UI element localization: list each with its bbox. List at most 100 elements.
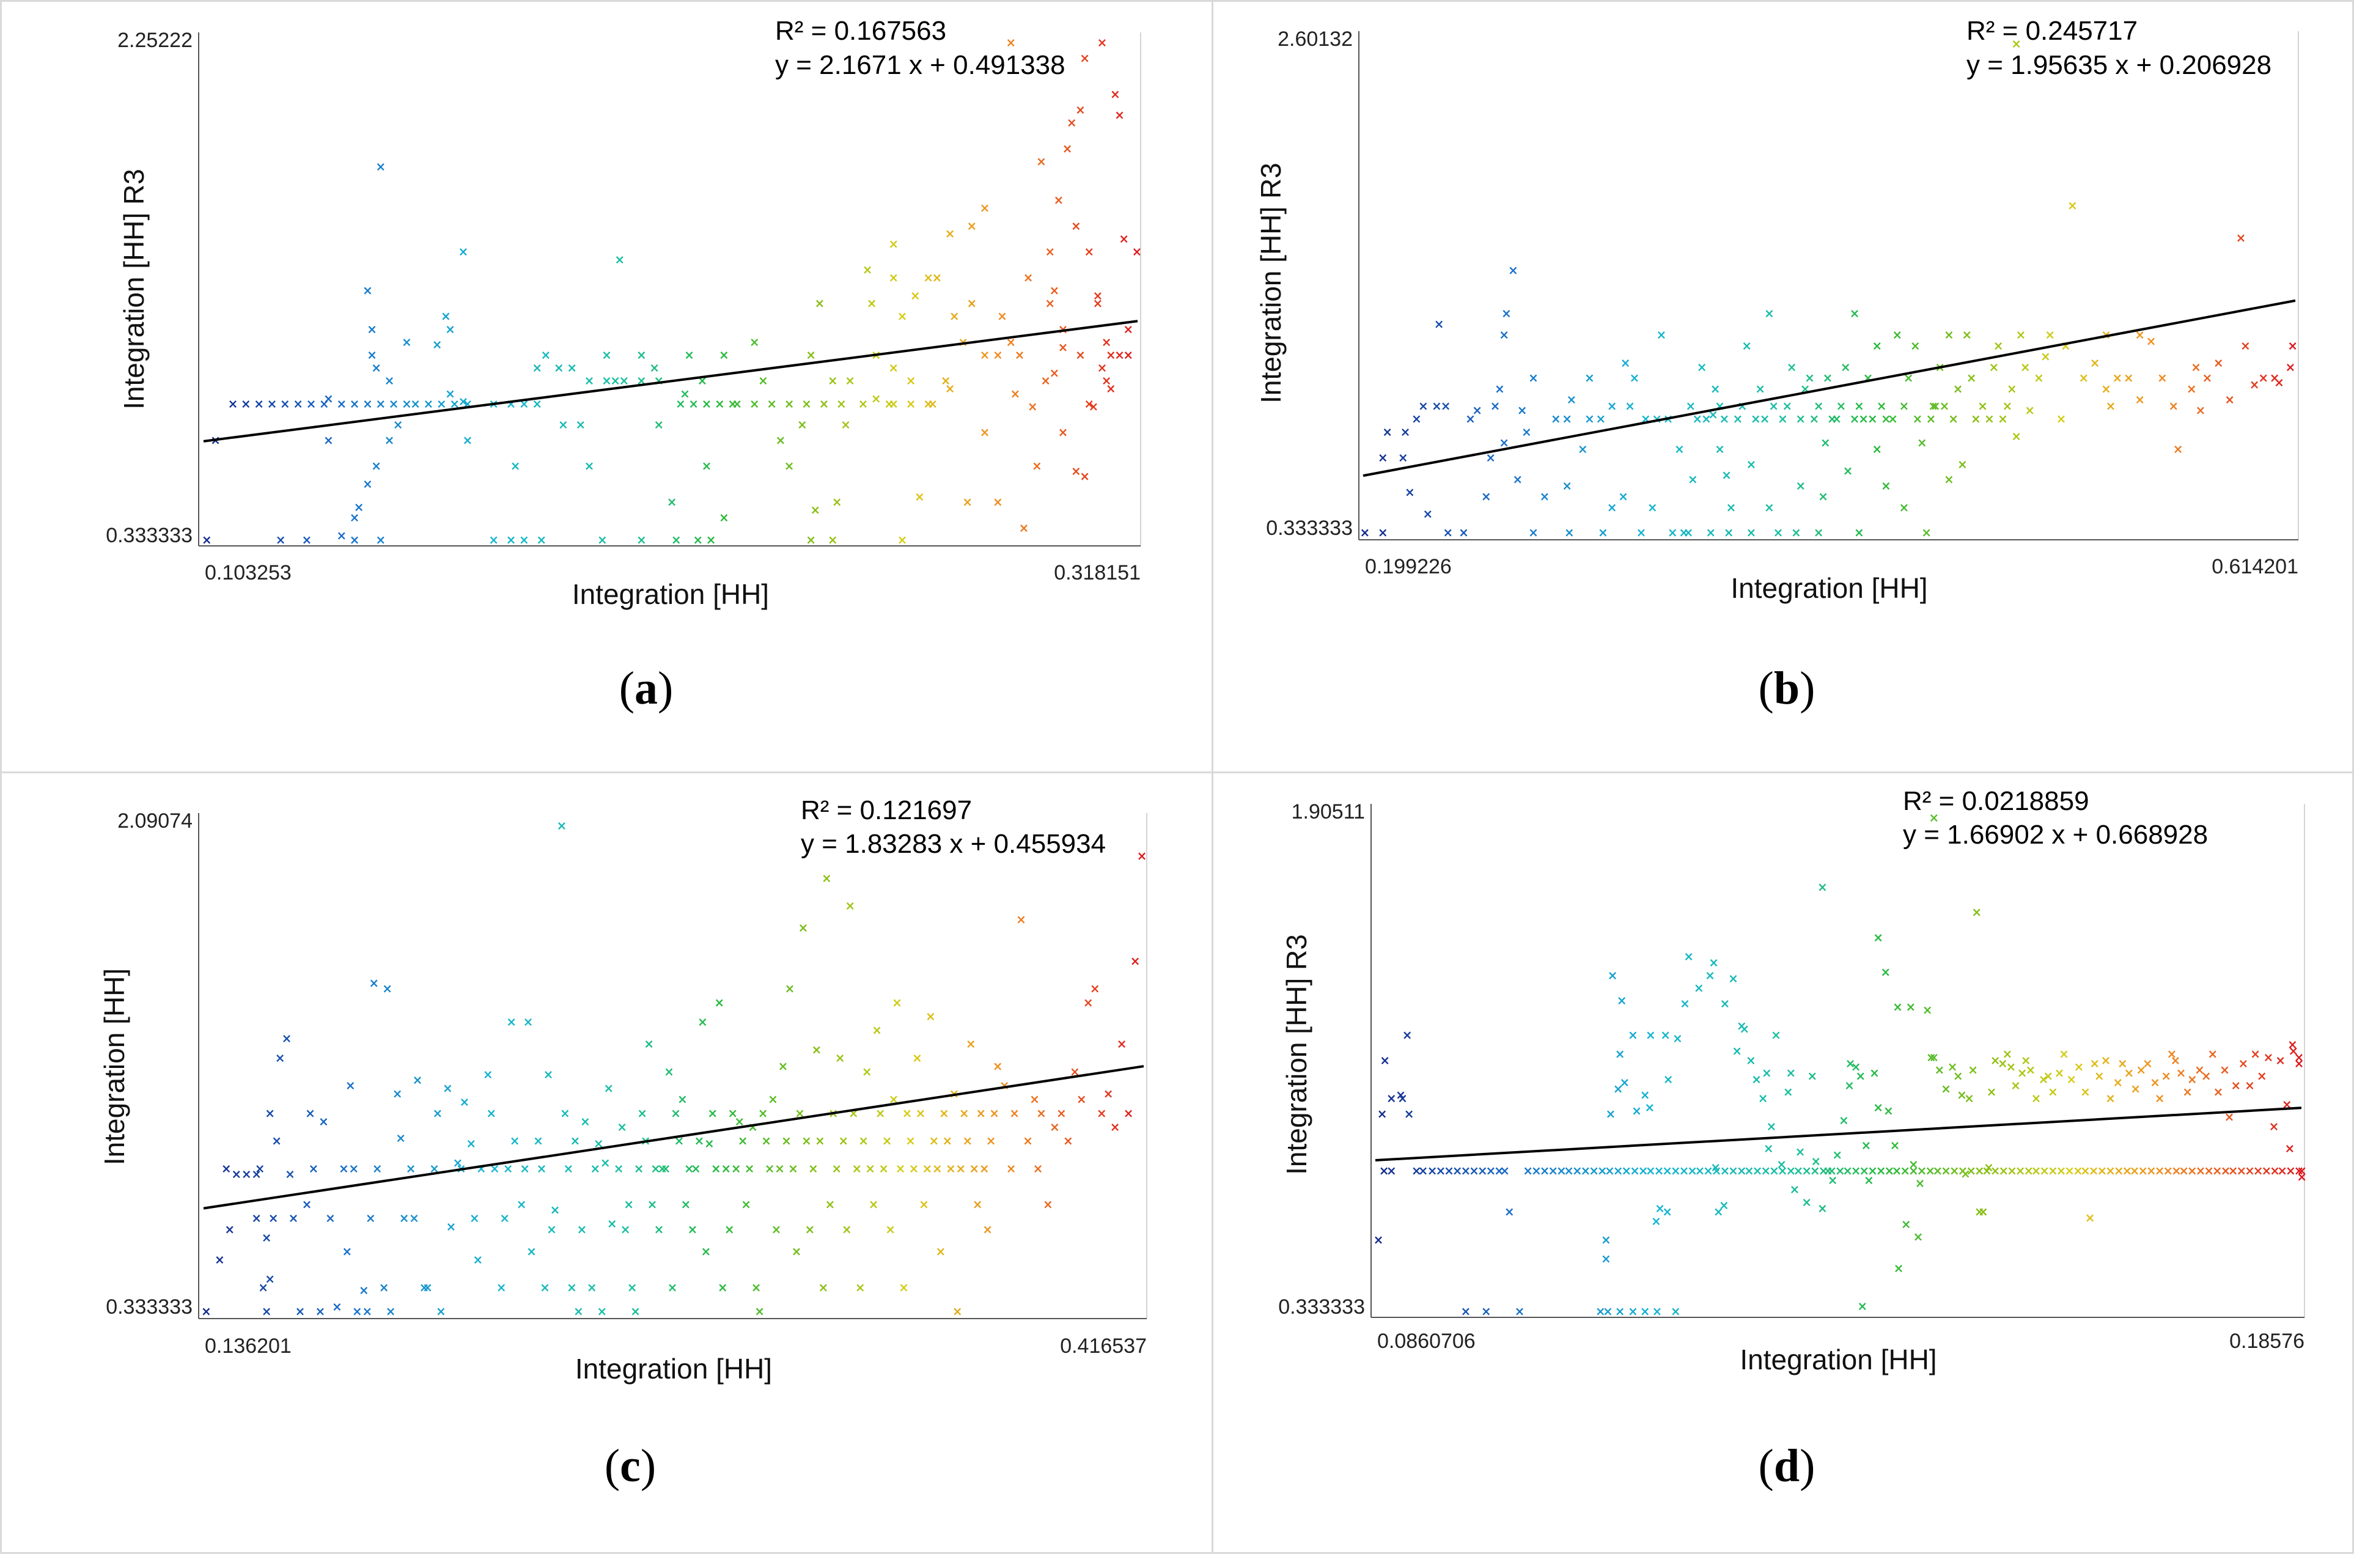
- data-point: ×: [526, 1244, 537, 1259]
- data-point: ×: [603, 1081, 614, 1095]
- data-point: ×: [1964, 1091, 1974, 1105]
- data-point: ×: [731, 1161, 741, 1176]
- data-point: ×: [584, 374, 595, 388]
- data-point: ×: [251, 1211, 262, 1226]
- data-point: ×: [510, 458, 521, 473]
- data-point: ×: [1662, 1163, 1672, 1178]
- data-point: ×: [202, 532, 212, 547]
- data-point: ×: [1801, 1163, 1812, 1178]
- data-point: ×: [630, 1304, 641, 1319]
- data-point: ×: [560, 1106, 570, 1121]
- data-point: ×: [1404, 1106, 1414, 1121]
- data-point: ×: [1966, 370, 1977, 385]
- data-point: ×: [1778, 1163, 1788, 1178]
- data-point: ×: [2011, 429, 2021, 443]
- data-point: ×: [2048, 1084, 2058, 1099]
- data-point: ×: [2155, 1163, 2165, 1178]
- data-point: ×: [255, 1161, 265, 1176]
- y-axis-title: Integration [HH] R3: [1255, 163, 1287, 403]
- data-point: ×: [1724, 525, 1734, 540]
- data-point: ×: [863, 262, 873, 277]
- data-point: ×: [2228, 1163, 2238, 1178]
- data-point: ×: [262, 1304, 272, 1319]
- data-point: ×: [537, 1161, 547, 1176]
- data-point: ×: [1883, 1103, 1894, 1118]
- data-point: ×: [1957, 457, 1968, 471]
- data-point: ×: [1823, 1163, 1833, 1178]
- data-point: ×: [1427, 1163, 1438, 1178]
- data-point: ×: [1655, 1201, 1665, 1216]
- data-point: ×: [2171, 1053, 2181, 1067]
- data-point: ×: [872, 1023, 882, 1037]
- data-point: ×: [1789, 1182, 1800, 1197]
- data-point: ×: [1720, 996, 1730, 1011]
- data-point: ×: [815, 1133, 825, 1148]
- data-point: ×: [805, 1222, 815, 1237]
- data-point: ×: [1703, 1163, 1713, 1178]
- data-point: ×: [949, 309, 960, 323]
- data-point: ×: [318, 1114, 329, 1128]
- data-point: ×: [2155, 1091, 2165, 1105]
- data-point: ×: [506, 532, 517, 547]
- data-point: ×: [627, 1280, 638, 1295]
- data-point: ×: [1499, 435, 1509, 450]
- data-point: ×: [2080, 1163, 2091, 1178]
- data-point: ×: [899, 1280, 909, 1295]
- data-point: ×: [445, 386, 455, 401]
- caption-b: (b): [1758, 663, 1815, 714]
- data-point: ×: [681, 1197, 691, 1212]
- data-point: ×: [2010, 1078, 2021, 1093]
- data-point: ×: [614, 252, 625, 267]
- data-point: ×: [319, 397, 329, 411]
- data-point: ×: [1629, 370, 1639, 385]
- data-point: ×: [806, 347, 816, 362]
- data-point: ×: [1817, 880, 1828, 894]
- data-point: ×: [483, 1067, 493, 1081]
- data-point: ×: [668, 1280, 678, 1295]
- data-point: ×: [1023, 270, 1034, 285]
- data-point: ×: [1097, 35, 1108, 50]
- data-point: ×: [636, 347, 647, 362]
- data-point: ×: [350, 397, 360, 411]
- data-point: ×: [885, 1222, 896, 1237]
- data-point: ×: [2101, 328, 2111, 342]
- data-point: ×: [617, 1119, 627, 1134]
- data-point: ×: [305, 1106, 315, 1121]
- data-point: ×: [980, 347, 990, 362]
- data-point: ×: [842, 1222, 852, 1237]
- data-point: ×: [775, 433, 785, 447]
- data-point: ×: [1915, 1176, 1925, 1190]
- data-point: ×: [557, 818, 567, 833]
- data-point: ×: [523, 1015, 534, 1029]
- data-point: ×: [1485, 451, 1496, 465]
- data-point: ×: [727, 397, 738, 411]
- data-point: ×: [691, 1161, 701, 1176]
- data-point: ×: [620, 1222, 631, 1237]
- data-point: ×: [1411, 1163, 1422, 1178]
- data-point: ×: [851, 1161, 862, 1176]
- data-point: ×: [1435, 1163, 1446, 1178]
- data-point: ×: [684, 1161, 694, 1176]
- data-point: ×: [1832, 1147, 1842, 1162]
- data-point: ×: [1644, 1100, 1655, 1115]
- data-point: ×: [402, 334, 412, 349]
- data-point: ×: [754, 1304, 765, 1319]
- data-point: ×: [1071, 218, 1081, 233]
- data-point: ×: [784, 458, 795, 473]
- data-point: ×: [1974, 1204, 1985, 1219]
- data-point: ×: [567, 361, 577, 375]
- data-point: ×: [1063, 1133, 1073, 1148]
- data-point: ×: [2173, 442, 2183, 457]
- data-point: ×: [2286, 1163, 2296, 1178]
- data-point: ×: [1630, 1163, 1640, 1178]
- data-point: ×: [1944, 328, 1954, 342]
- data-point: ×: [706, 532, 716, 547]
- data-point: ×: [1715, 442, 1725, 457]
- data-point: ×: [510, 1133, 520, 1148]
- data-point: ×: [2117, 1056, 2128, 1071]
- panel-a-cell: 2.25222 0.333333 0.103253 0.318151 Integrati…: [0, 0, 1213, 773]
- data-point: ×: [945, 381, 955, 396]
- data-point: ×: [1719, 1198, 1729, 1213]
- data-point: ×: [1049, 283, 1059, 298]
- data-point: ×: [758, 1106, 768, 1121]
